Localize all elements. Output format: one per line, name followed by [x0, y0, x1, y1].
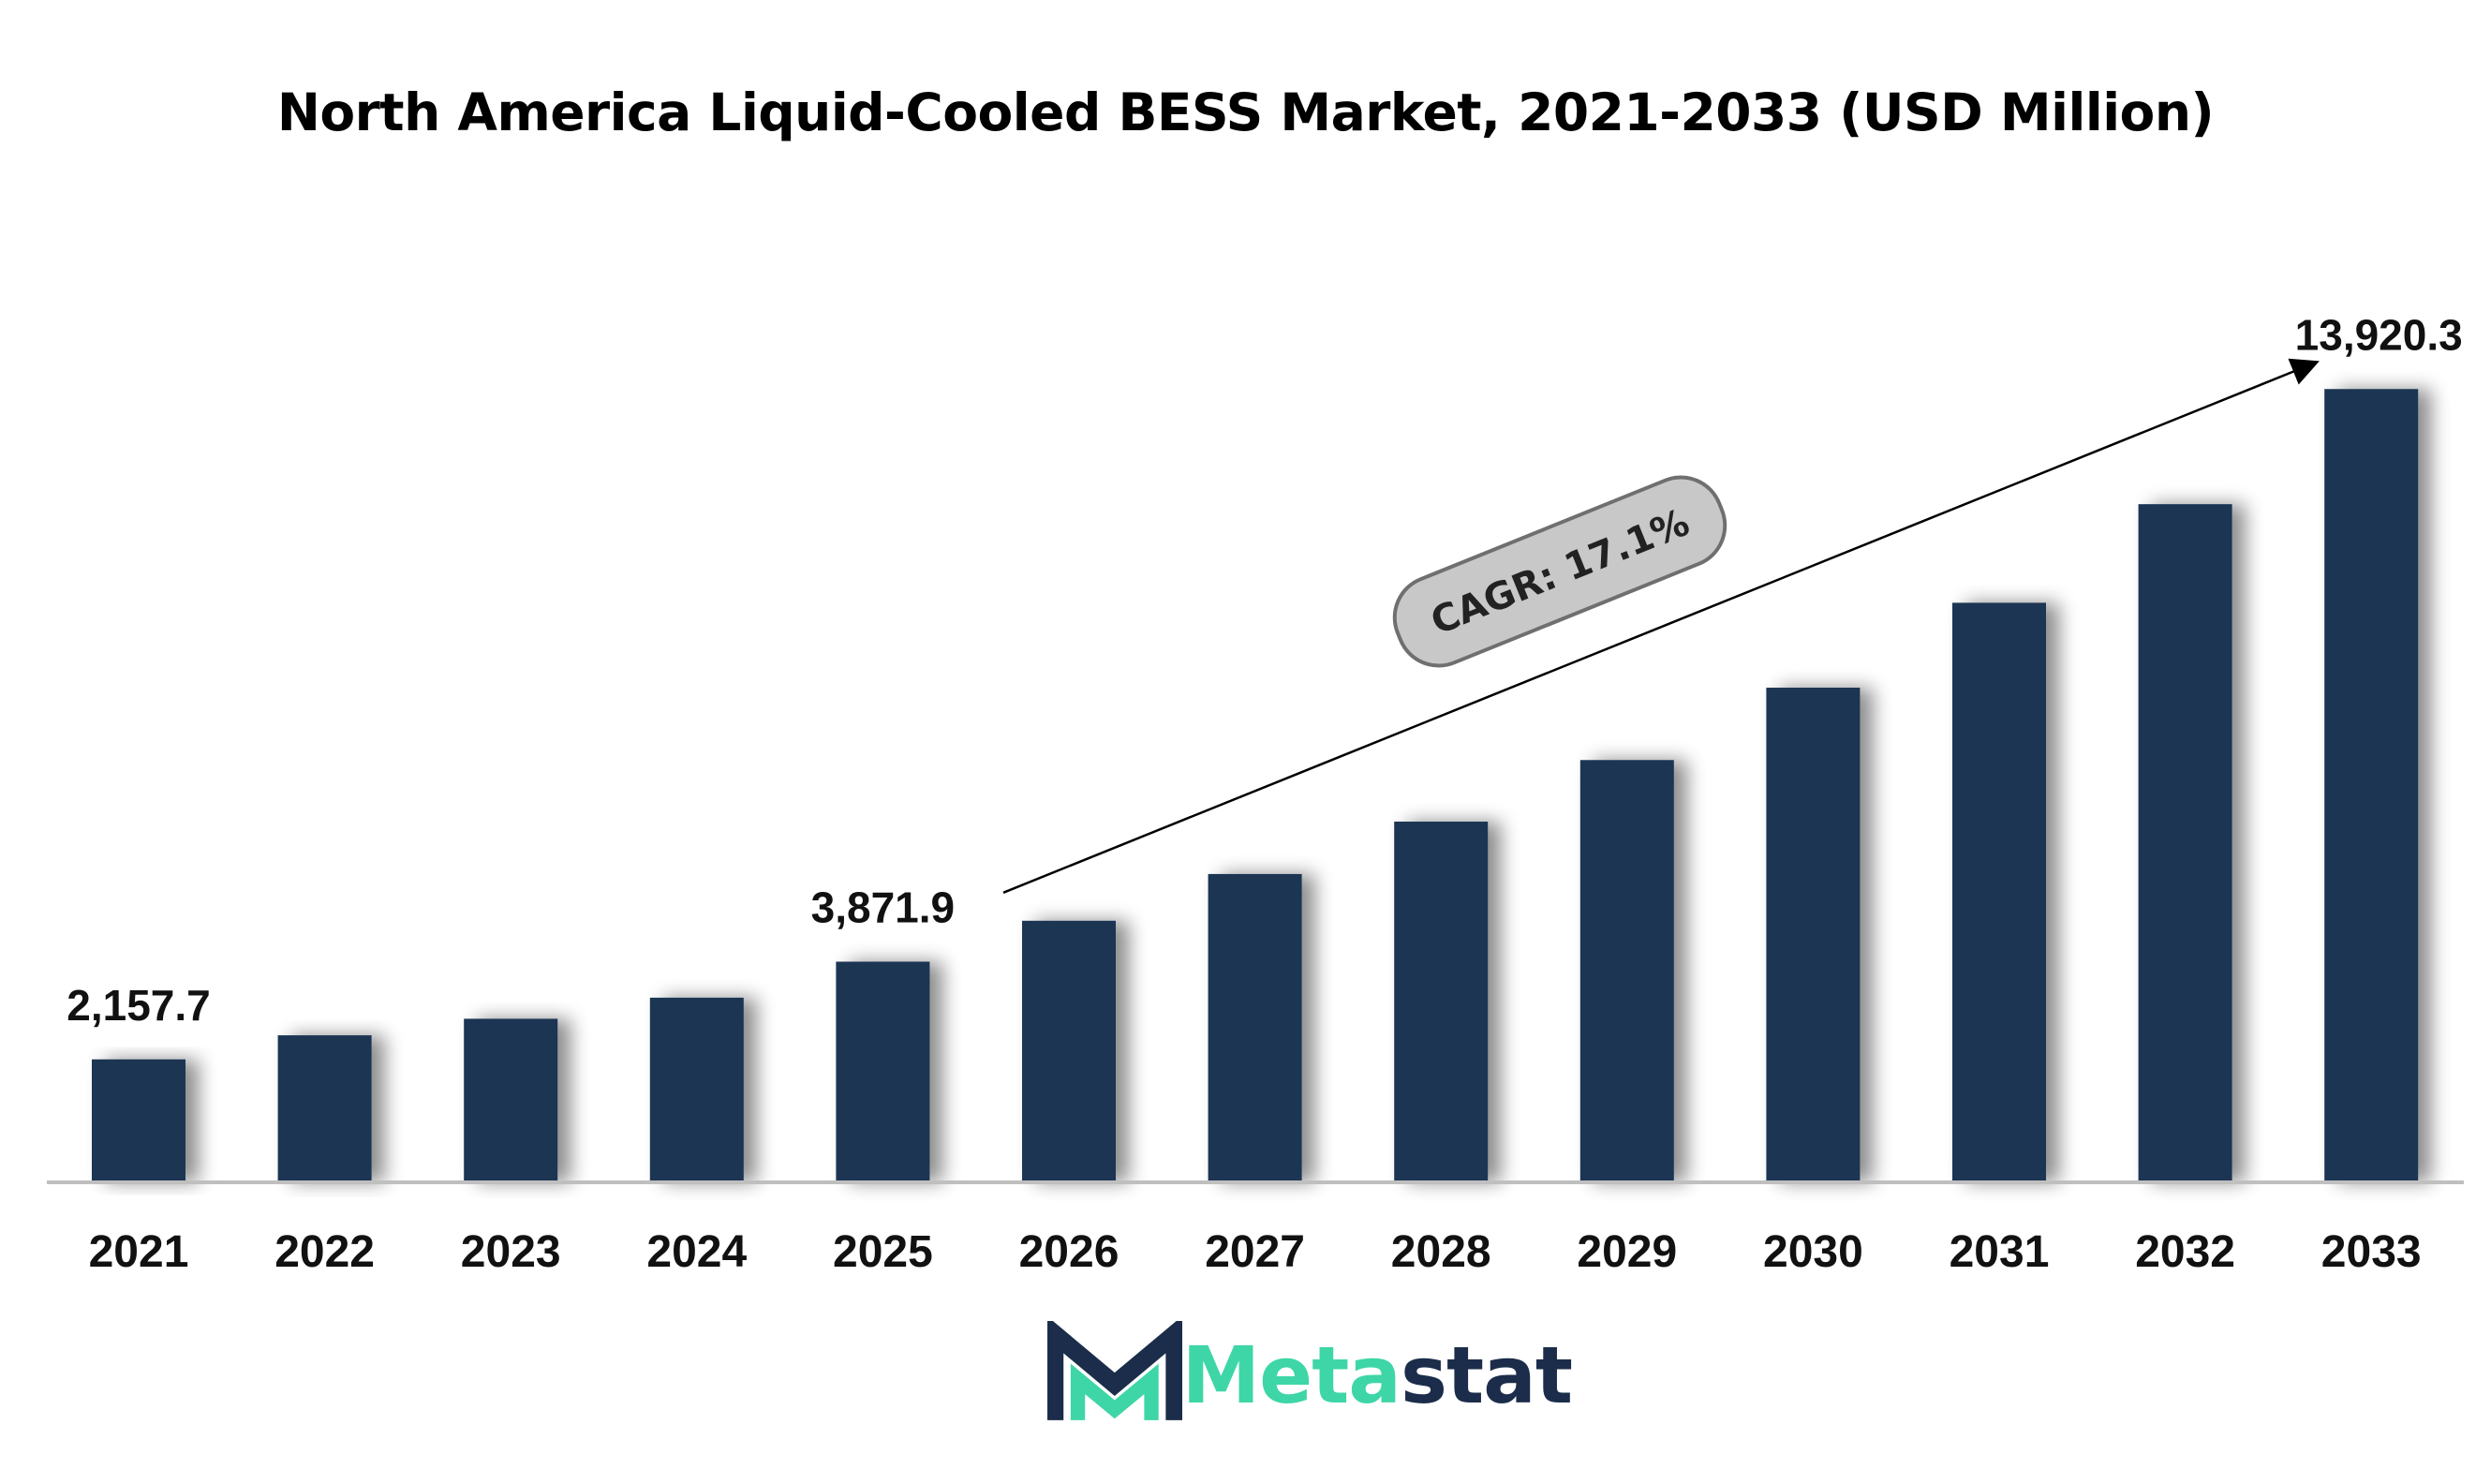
bar-2023 — [464, 1018, 558, 1182]
cagr-pill — [1392, 475, 1727, 668]
bars-layer — [92, 389, 2419, 1183]
bar-2022 — [277, 1035, 372, 1182]
x-tick-label-2026: 2026 — [1019, 1227, 1119, 1277]
x-tick-label-2024: 2024 — [646, 1227, 747, 1277]
bar-2029 — [1579, 760, 1674, 1182]
x-tick-label-2022: 2022 — [274, 1227, 375, 1277]
chart-title: North America Liquid-Cooled BESS Market,… — [276, 82, 2215, 142]
metastat-logo: Metastat — [1047, 1321, 1573, 1429]
logo-text-meta: Meta — [1181, 1328, 1401, 1421]
data-label-2025: 3,871.9 — [811, 883, 955, 931]
x-tick-label-2025: 2025 — [833, 1227, 933, 1277]
x-tick-label-2029: 2029 — [1577, 1227, 1677, 1277]
metastat-logo-text: Metastat — [1181, 1328, 1573, 1421]
x-tick-label-2021: 2021 — [89, 1227, 189, 1277]
x-tick-label-2027: 2027 — [1205, 1227, 1305, 1277]
x-tick-label-2033: 2033 — [2321, 1227, 2422, 1277]
bar-2033 — [2324, 389, 2419, 1183]
data-label-2033: 13,920.3 — [2295, 310, 2463, 359]
x-tick-label-2032: 2032 — [2135, 1227, 2235, 1277]
bar-2026 — [1022, 920, 1116, 1182]
data-label-2021: 2,157.7 — [67, 981, 210, 1030]
bar-2028 — [1394, 821, 1489, 1182]
x-tick-labels: 2021 2022 2023 2024 2025 2026 2027 2028 2029 2030… — [89, 1227, 2422, 1277]
metastat-logo-mark-icon — [1047, 1321, 1182, 1420]
bar-2030 — [1766, 688, 1861, 1182]
x-tick-label-2028: 2028 — [1391, 1227, 1491, 1277]
bar-2024 — [649, 997, 744, 1182]
cagr-arrow — [1002, 358, 2320, 894]
cagr-badge: CAGR: 17.1% — [1392, 475, 1727, 668]
logo-text-stat: stat — [1401, 1328, 1573, 1421]
bar-2027 — [1208, 873, 1302, 1182]
bar-2021 — [92, 1059, 185, 1182]
bar-2025 — [836, 961, 930, 1182]
x-tick-label-2031: 2031 — [1950, 1227, 2050, 1277]
x-tick-label-2023: 2023 — [461, 1227, 561, 1277]
x-tick-label-2030: 2030 — [1763, 1227, 1863, 1277]
bar-2031 — [1952, 602, 2046, 1182]
bar-2032 — [2138, 504, 2232, 1182]
data-labels: 2,157.7 3,871.9 13,920.3 — [67, 310, 2462, 1029]
